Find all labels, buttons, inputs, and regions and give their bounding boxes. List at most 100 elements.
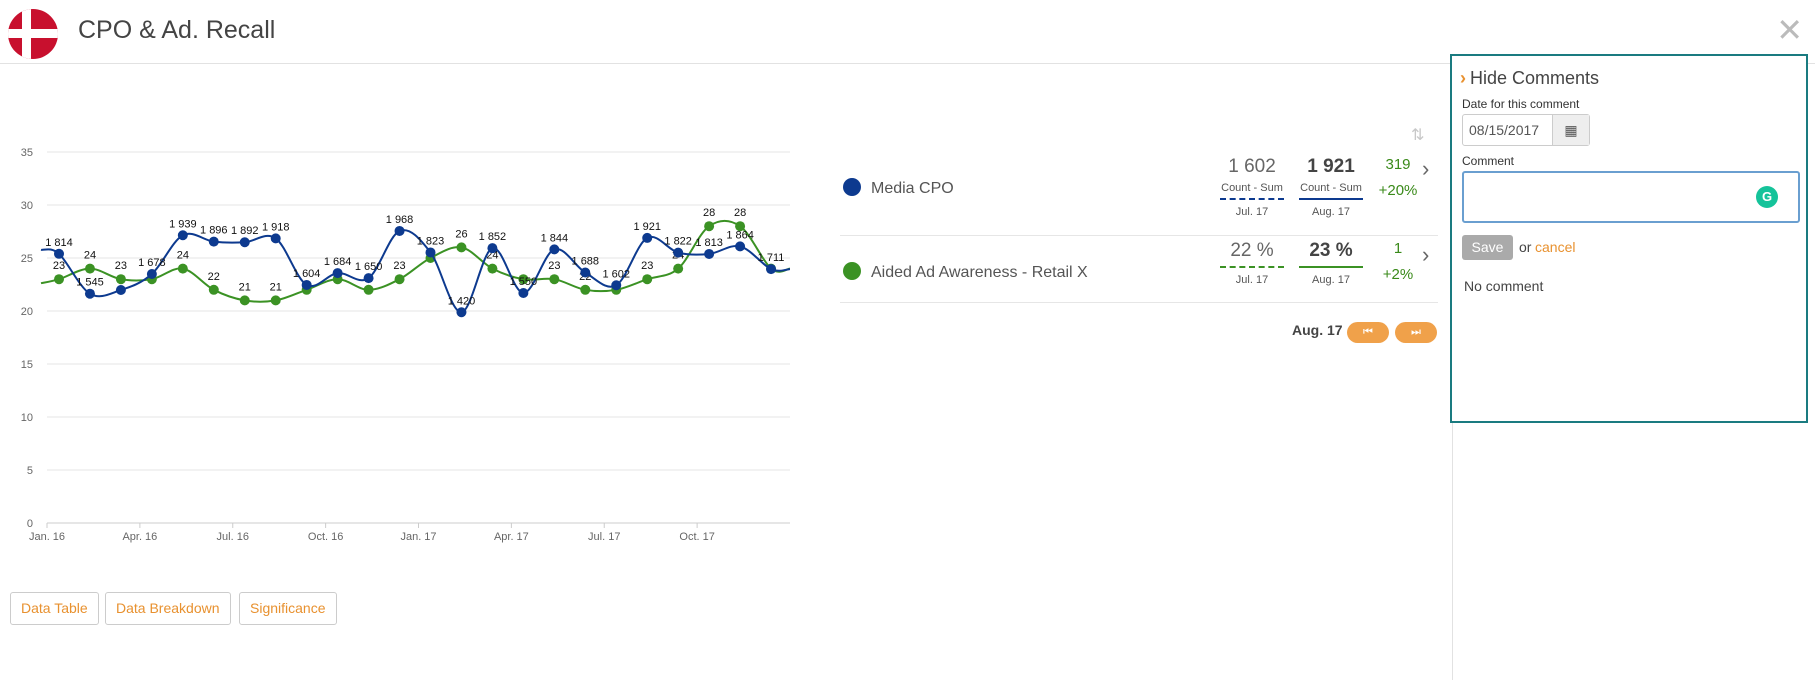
x-tick-label: Jan. 17	[400, 531, 436, 543]
legend-row-ad-awareness[interactable]: Aided Ad Awareness - Retail X 22 % Jul. …	[840, 236, 1438, 303]
data-label: 1 602	[602, 268, 630, 280]
data-label: 1 844	[541, 232, 569, 244]
series-line	[40, 229, 791, 314]
header: CPO & Ad. Recall ✕	[0, 0, 1815, 64]
date-field[interactable]: 08/15/2017 ▦	[1462, 114, 1590, 146]
data-label: 23	[115, 260, 127, 272]
series-name: Aided Ad Awareness - Retail X	[871, 264, 1088, 281]
current-period: Aug. 17	[1292, 322, 1343, 338]
y-tick-left: 25	[21, 253, 33, 265]
sort-icon[interactable]: ⇅	[1411, 127, 1425, 144]
curr-value-cell: 1 921 Count - Sum Aug. 17	[1297, 156, 1365, 218]
data-point	[84, 263, 95, 274]
line-chart: 0510152025303505001K1 5002K2 500Jan. 16A…	[21, 147, 791, 543]
data-label: 26	[455, 228, 467, 240]
no-comment-text: No comment	[1464, 278, 1544, 294]
data-label: 1 864	[726, 229, 754, 241]
data-label: 1 892	[231, 225, 259, 237]
x-tick-label: Jul. 17	[588, 531, 620, 543]
data-label: 24	[486, 250, 498, 262]
delta-cell: 319 +20%	[1378, 152, 1418, 204]
chevron-right-icon[interactable]: ›	[1422, 242, 1430, 267]
legend-row-media-cpo[interactable]: Media CPO 1 602 Count - Sum Jul. 17 1 92…	[840, 150, 1438, 236]
data-label: 1 852	[479, 231, 507, 243]
y-tick-left: 0	[27, 518, 33, 530]
data-label: 1 813	[695, 237, 723, 249]
prev-value: 1 602	[1228, 156, 1276, 177]
data-point	[456, 242, 467, 253]
data-point	[54, 274, 64, 285]
data-point	[425, 247, 436, 258]
data-point	[518, 287, 529, 298]
data-label: 23	[53, 260, 65, 272]
comments-panel: › Hide Comments Date for this comment 08/…	[1450, 54, 1808, 423]
data-point	[239, 237, 250, 248]
data-point	[487, 263, 498, 274]
prev-value-cell: 22 % Jul. 17	[1218, 240, 1286, 286]
data-label: 22	[208, 271, 220, 283]
series-dot-media-cpo	[843, 178, 861, 196]
chevron-right-icon: ›	[1460, 68, 1466, 88]
curr-value-cell: 23 % Aug. 17	[1297, 240, 1365, 286]
data-point	[332, 268, 343, 279]
last-period-button[interactable]: ⏭	[1395, 322, 1437, 343]
close-icon[interactable]: ✕	[1776, 12, 1803, 48]
data-point	[270, 233, 281, 244]
delta-abs: 1	[1393, 240, 1403, 257]
data-point	[549, 244, 560, 255]
series-dot-ad-awareness	[843, 262, 861, 280]
save-button[interactable]: Save	[1462, 235, 1513, 260]
grammarly-icon[interactable]: G	[1756, 186, 1778, 208]
data-label: 23	[641, 260, 653, 272]
date-label: Date for this comment	[1462, 97, 1580, 111]
data-point	[363, 284, 374, 295]
data-label: 1 896	[200, 225, 228, 237]
first-period-button[interactable]: ⏮	[1347, 322, 1389, 343]
data-label: 1 814	[45, 237, 73, 249]
y-tick-left: 20	[21, 306, 33, 318]
data-point	[54, 248, 64, 259]
data-point	[611, 280, 622, 291]
series-name: Media CPO	[871, 180, 954, 197]
prev-value-cell: 1 602 Count - Sum Jul. 17	[1218, 156, 1286, 218]
date-input[interactable]: 08/15/2017	[1463, 115, 1553, 145]
data-point	[704, 221, 715, 232]
data-label: 23	[393, 260, 405, 272]
cancel-link[interactable]: cancel	[1535, 239, 1576, 255]
data-label: 1 921	[633, 221, 661, 233]
x-tick-label: Apr. 17	[494, 531, 529, 543]
curr-value: 23 %	[1309, 240, 1353, 261]
data-label: 1 678	[138, 257, 166, 269]
data-point	[177, 263, 188, 274]
or-text: or	[1519, 239, 1532, 255]
comment-input[interactable]	[1462, 171, 1800, 223]
data-table-button[interactable]: Data Table	[10, 592, 99, 625]
data-point	[673, 263, 684, 274]
data-point	[766, 264, 777, 275]
significance-button[interactable]: Significance	[239, 592, 337, 625]
data-label: 23	[548, 260, 560, 272]
data-point	[549, 274, 560, 285]
hide-comments-toggle[interactable]: › Hide Comments	[1460, 68, 1599, 89]
data-label: 21	[239, 281, 251, 293]
delta-pct: +2%	[1382, 266, 1414, 283]
data-point	[642, 232, 653, 243]
chevron-right-icon[interactable]: ›	[1422, 156, 1430, 181]
data-label: 1 688	[572, 256, 600, 268]
data-point	[580, 284, 591, 295]
prev-label: Count - Sum	[1221, 182, 1283, 194]
y-tick-left: 30	[21, 200, 33, 212]
data-point	[642, 274, 653, 285]
data-label: 1 918	[262, 221, 290, 233]
data-point	[518, 274, 529, 285]
data-point	[301, 279, 312, 290]
calendar-icon[interactable]: ▦	[1553, 115, 1589, 145]
data-label: 1 684	[324, 256, 352, 268]
curr-period: Aug. 17	[1312, 274, 1350, 286]
data-breakdown-button[interactable]: Data Breakdown	[105, 592, 231, 625]
x-tick-label: Oct. 17	[679, 531, 714, 543]
data-label: 1 650	[355, 261, 383, 273]
data-point	[239, 295, 250, 306]
data-label: 1 420	[448, 295, 476, 307]
data-label: 1 711	[758, 252, 785, 264]
